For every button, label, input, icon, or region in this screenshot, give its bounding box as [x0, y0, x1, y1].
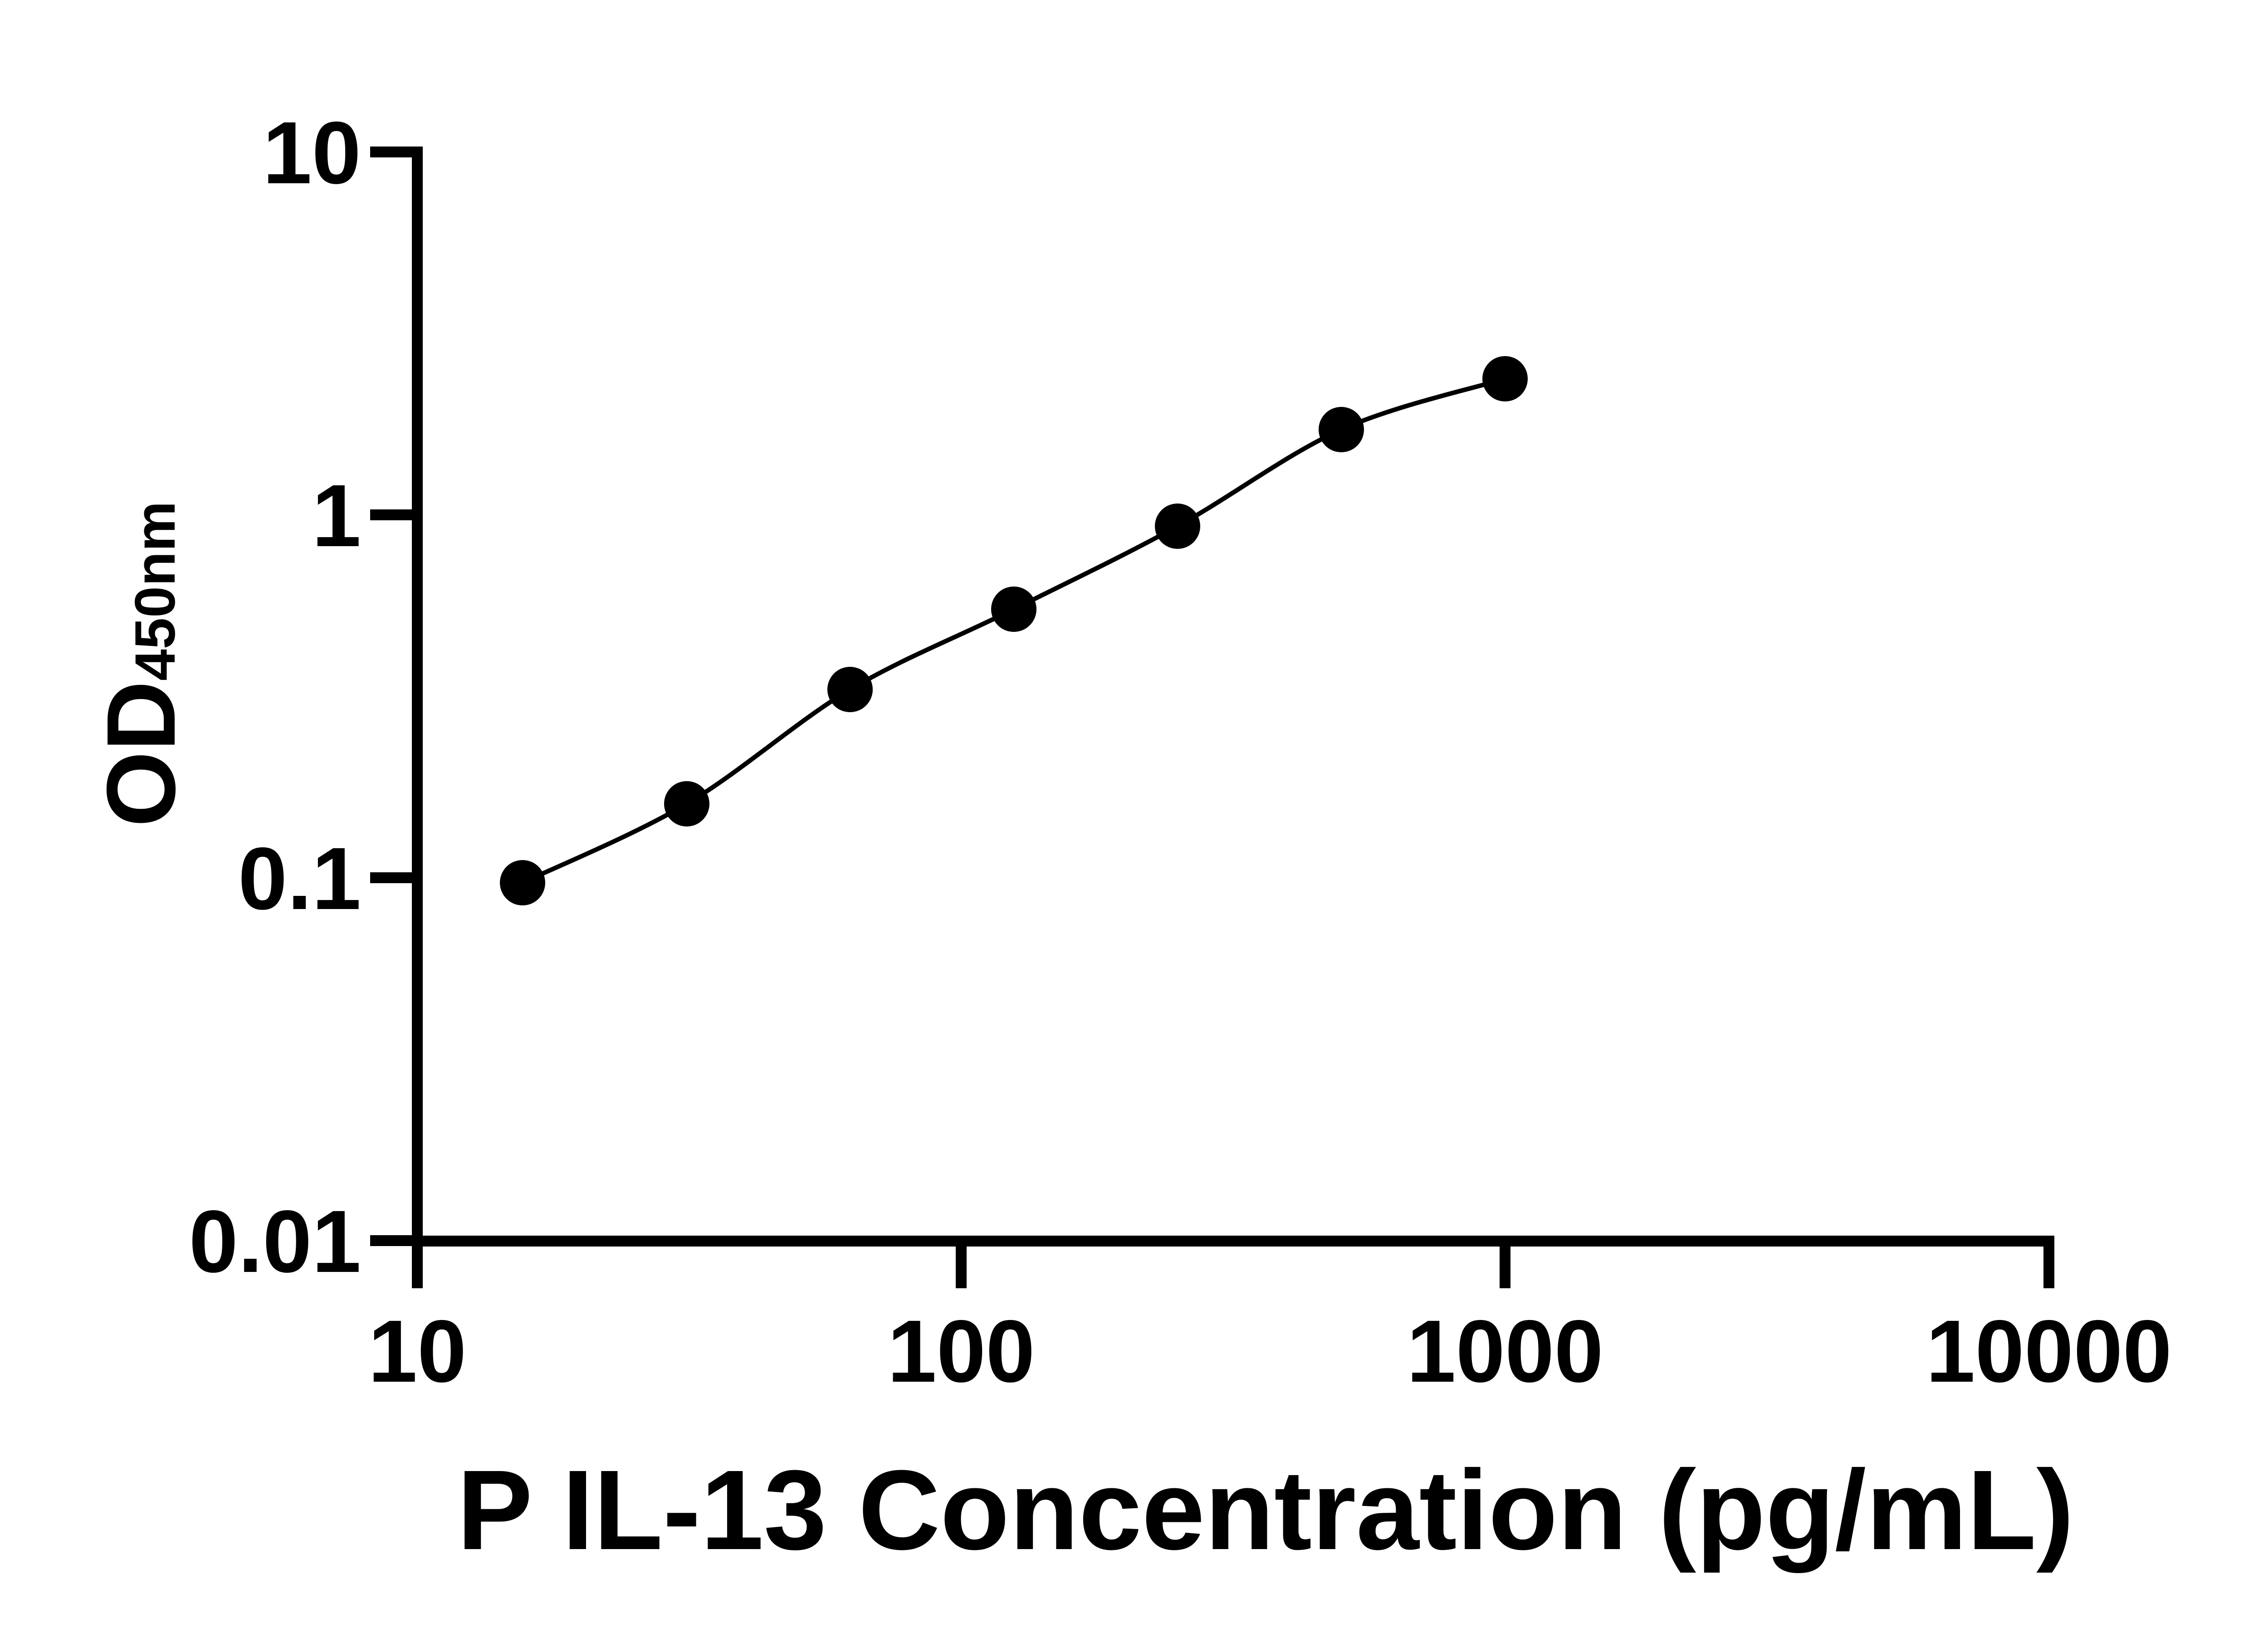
- y-axis-title-subscript: 450nm: [124, 501, 187, 681]
- data-point-62.5: [827, 667, 873, 712]
- y-tick-label-0.01: 0.01: [189, 1192, 361, 1291]
- data-point-15.6: [500, 860, 545, 905]
- y-tick-label-10: 10: [263, 103, 361, 202]
- y-tick-label-0.1: 0.1: [238, 829, 361, 928]
- x-axis-title: P IL-13 Concentration (pg/mL): [457, 1447, 2074, 1573]
- x-tick-label-10000: 10000: [1926, 1302, 2172, 1401]
- y-axis-title-main: OD: [86, 681, 196, 827]
- x-tick-label-1000: 1000: [1407, 1302, 1603, 1401]
- y-tick-label-1: 1: [312, 466, 361, 565]
- x-tick-label-10: 10: [368, 1302, 467, 1401]
- y-axis-title: OD450nm: [86, 501, 196, 827]
- data-point-31.3: [664, 781, 709, 826]
- data-point-500: [1319, 407, 1364, 452]
- data-point-250: [1155, 504, 1200, 549]
- data-point-125: [991, 587, 1036, 632]
- x-tick-label-100: 100: [887, 1302, 1035, 1401]
- data-point-1000: [1482, 356, 1528, 401]
